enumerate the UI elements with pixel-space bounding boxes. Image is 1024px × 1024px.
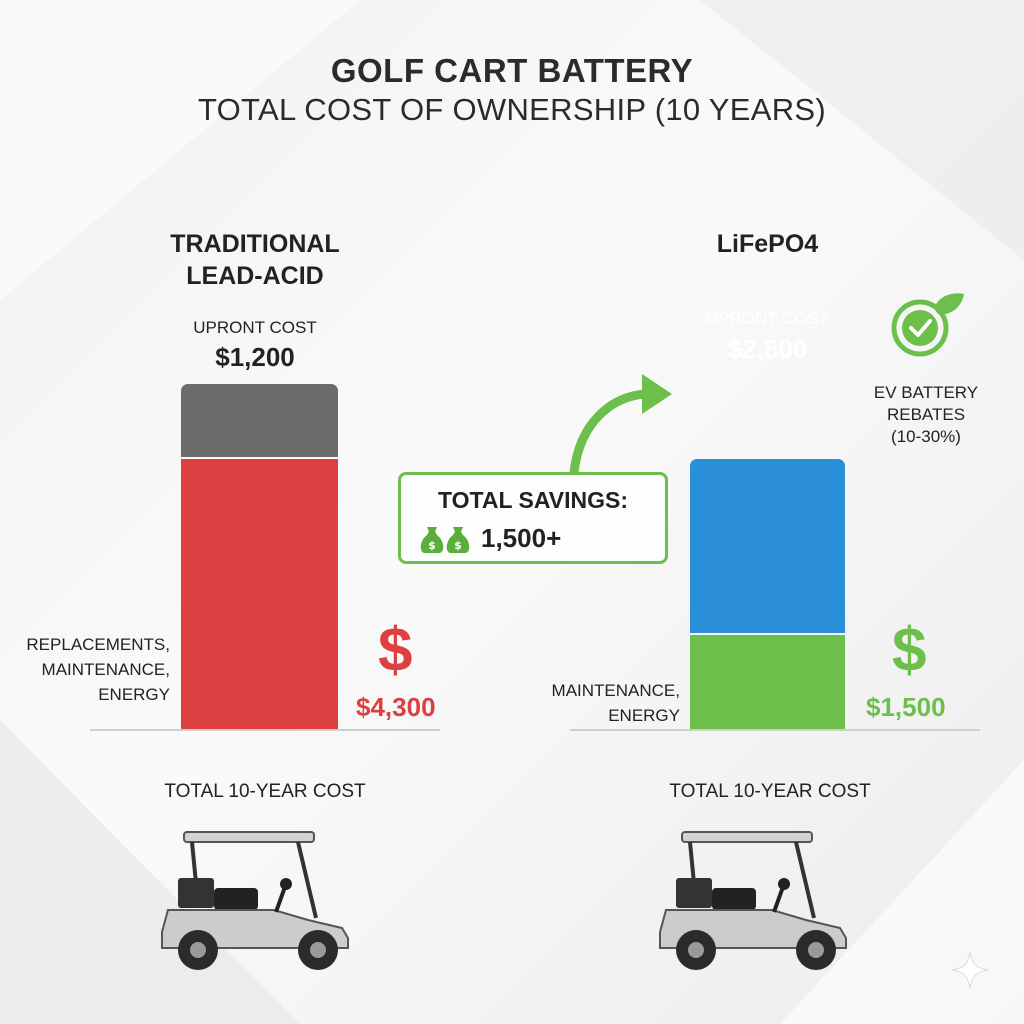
lead-dollar-icon: $ [378, 616, 413, 685]
chart-title: GOLF CART BATTERY [330, 52, 694, 89]
lfp-dollar-icon: $ [892, 616, 927, 685]
lfp-other-label-line2: ENERGY [608, 706, 680, 725]
rebate-text: EV BATTERY REBATES (10-30%) [856, 382, 996, 448]
chart-subtitle: TOTAL COST OF OWNERSHIP (10 YEARS) [197, 92, 827, 127]
lead-upfront-segment [181, 384, 338, 458]
golf-cart-right-icon [659, 831, 847, 970]
golf-cart-left-icon [161, 831, 349, 970]
rebate-line2: REBATES [886, 405, 966, 424]
lead-bar [181, 384, 338, 729]
lead-total-label: TOTAL 10-YEAR COST [164, 781, 366, 802]
lfp-other-label: MAINTENANCE, ENERGY [520, 678, 680, 728]
svg-text:$: $ [428, 539, 436, 552]
lfp-bar [690, 459, 845, 729]
lead-other-label: REPLACEMENTS, MAINTENANCE, ENERGY [20, 632, 170, 707]
rebate-line1: EV BATTERY [873, 383, 979, 402]
savings-value: 1,500+ [481, 523, 562, 553]
sparkle-icon [951, 951, 989, 989]
lead-upfront-value: $1,200 [215, 342, 295, 372]
lfp-total-label: TOTAL 10-YEAR COST [669, 781, 871, 802]
lead-other-label-line1: REPLACEMENTS, [26, 635, 170, 654]
lead-acid-heading-line1: TRADITIONAL [170, 230, 340, 258]
lead-other-label-line3: ENERGY [98, 685, 170, 704]
lead-acid-heading: TRADITIONAL LEAD-ACID [140, 228, 370, 292]
rebate-line3: (10-30%) [891, 427, 961, 446]
lead-upfront-label: UPRONT COST [193, 318, 317, 337]
eco-check-badge-icon [891, 293, 964, 357]
lfp-other-value: $1,500 [866, 692, 946, 722]
savings-arrow-icon [569, 374, 672, 477]
lfp-upfront-label: UPRONT COST [705, 309, 830, 328]
lead-other-value: $4,300 [356, 692, 436, 722]
savings-box: TOTAL SAVINGS: $ $ 1,500+ [398, 472, 668, 564]
lfp-heading: LiFePO4 [716, 230, 819, 258]
lead-baseline [90, 729, 440, 731]
lfp-baseline [570, 729, 980, 731]
svg-text:$: $ [454, 539, 462, 552]
lead-other-segment [181, 459, 338, 729]
lfp-upfront-value: $2,800 [727, 334, 808, 364]
lead-other-label-line2: MAINTENANCE, [41, 660, 170, 679]
lfp-upfront-segment [690, 459, 845, 633]
money-bags-icon: $ $ [420, 527, 470, 553]
lfp-other-segment [690, 634, 845, 729]
lfp-other-label-line1: MAINTENANCE, [551, 681, 680, 700]
savings-label: TOTAL SAVINGS: [438, 487, 628, 513]
lead-acid-heading-line2: LEAD-ACID [186, 262, 324, 290]
